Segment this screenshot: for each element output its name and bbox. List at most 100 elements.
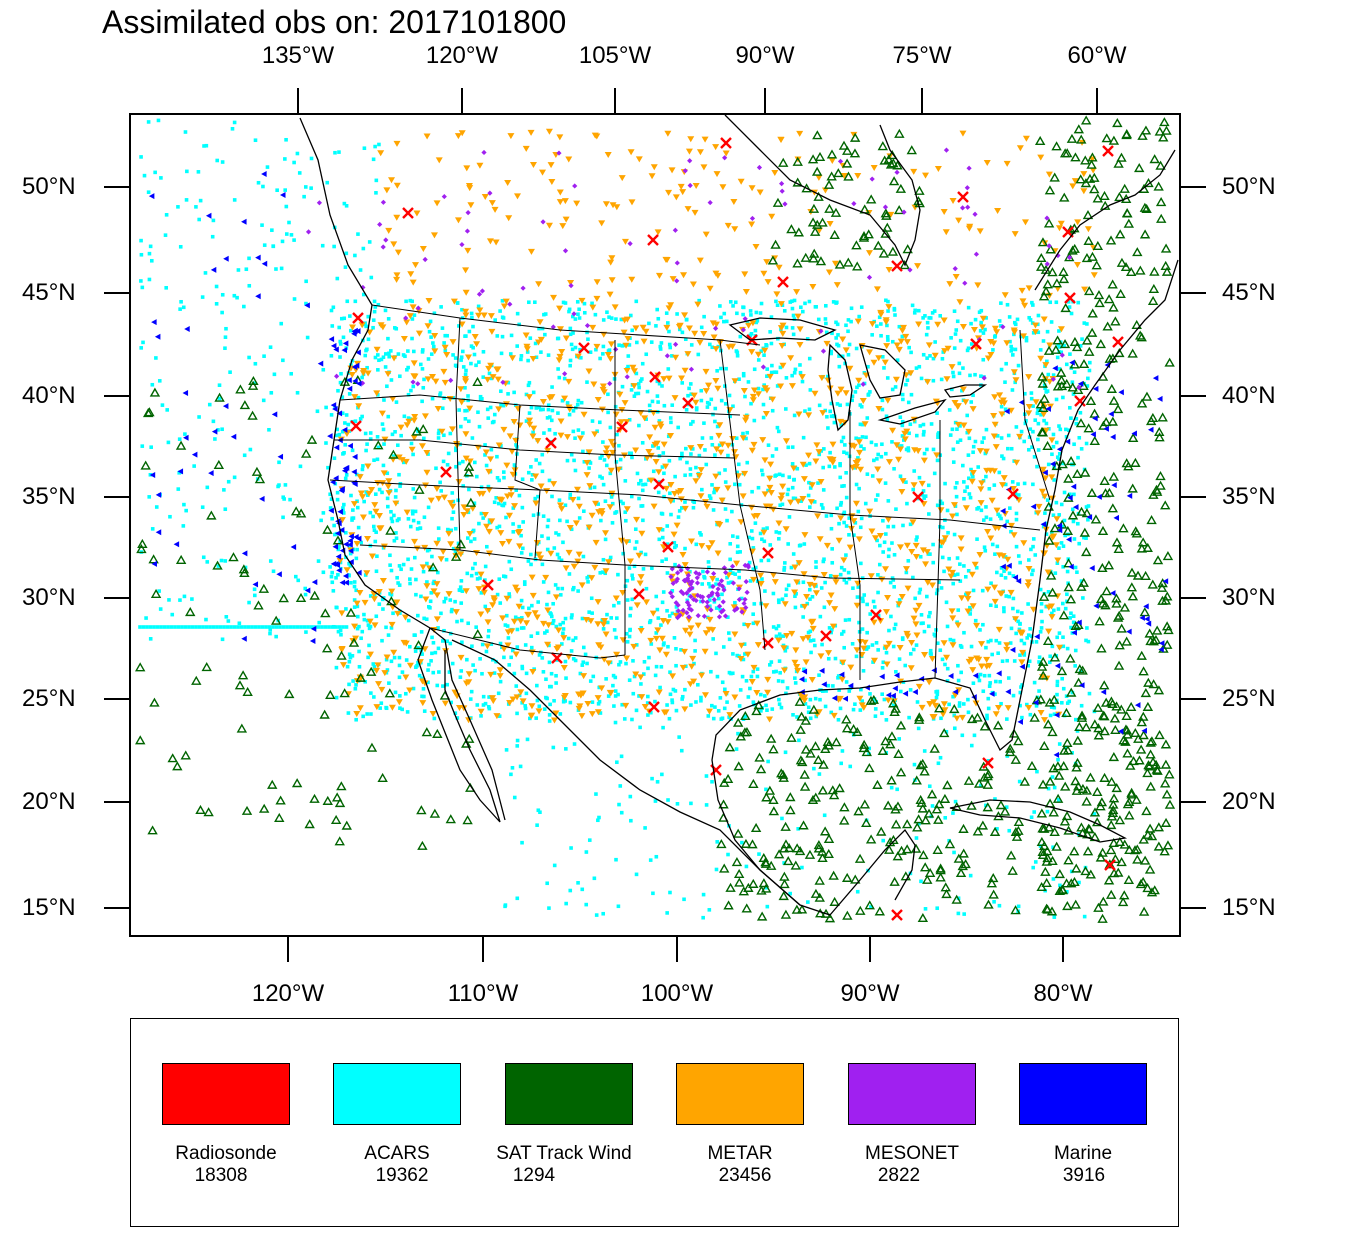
acars-marker	[139, 346, 144, 350]
metar-marker	[679, 189, 687, 196]
metar-marker	[603, 445, 611, 452]
acars-marker	[820, 642, 824, 647]
acars-marker	[657, 419, 662, 423]
sat-track-wind-marker	[1114, 229, 1126, 239]
acars-marker	[818, 614, 823, 619]
acars-marker	[1061, 644, 1066, 649]
metar-marker	[490, 595, 498, 602]
acars-marker	[410, 336, 414, 341]
sat-track-wind-marker	[901, 844, 913, 854]
acars-marker	[169, 625, 174, 629]
acars-marker	[693, 649, 697, 653]
acars-marker	[1046, 589, 1051, 594]
metar-marker	[966, 223, 974, 230]
acars-marker	[597, 685, 602, 690]
acars-marker	[147, 495, 152, 499]
acars-marker	[950, 387, 954, 392]
acars-marker	[849, 319, 853, 324]
acars-marker	[958, 579, 963, 583]
metar-marker	[565, 549, 573, 556]
metar-marker	[1001, 292, 1009, 299]
metar-marker	[698, 543, 706, 550]
acars-marker	[329, 497, 334, 501]
acars-marker	[1035, 464, 1039, 469]
acars-marker	[749, 401, 753, 406]
metar-marker	[1040, 411, 1048, 418]
metar-marker	[1052, 542, 1060, 549]
acars-marker	[261, 398, 266, 403]
metar-marker	[826, 456, 834, 463]
acars-marker	[445, 639, 450, 644]
acars-marker	[149, 258, 154, 263]
metar-marker	[576, 435, 584, 442]
acars-marker	[1007, 571, 1012, 576]
acars-marker	[943, 481, 947, 486]
acars-marker	[847, 342, 852, 347]
acars-marker	[842, 520, 846, 525]
acars-marker	[836, 717, 841, 722]
acars-marker	[964, 574, 968, 579]
acars-marker	[612, 628, 617, 632]
acars-marker	[623, 510, 628, 514]
acars-marker	[178, 307, 182, 311]
acars-marker	[647, 403, 652, 408]
sat-track-wind-marker	[1052, 761, 1064, 771]
acars-marker	[481, 516, 485, 520]
metar-marker	[602, 530, 610, 537]
acars-marker	[470, 644, 474, 649]
acars-marker	[342, 316, 347, 321]
acars-marker	[371, 514, 375, 519]
metar-marker	[750, 664, 758, 671]
metar-marker	[801, 603, 809, 610]
acars-marker	[224, 615, 229, 619]
acars-marker	[683, 473, 687, 478]
acars-marker	[223, 559, 228, 563]
acars-marker	[737, 575, 742, 580]
acars-marker	[1030, 300, 1034, 305]
acars-marker	[139, 279, 143, 283]
acars-marker	[344, 530, 348, 535]
acars-marker	[472, 501, 477, 506]
acars-marker	[1071, 519, 1076, 524]
acars-marker	[768, 663, 772, 667]
acars-marker	[607, 315, 611, 319]
acars-marker	[590, 419, 595, 423]
acars-marker	[677, 509, 682, 513]
acars-marker	[545, 547, 550, 552]
acars-marker	[465, 536, 470, 540]
acars-marker	[1009, 446, 1014, 451]
acars-marker	[446, 527, 450, 532]
metar-marker	[495, 406, 503, 413]
acars-marker	[543, 631, 547, 635]
acars-marker	[352, 584, 357, 589]
sat-track-wind-marker	[1079, 467, 1091, 477]
acars-marker	[529, 634, 534, 638]
acars-marker	[791, 332, 796, 337]
metar-marker	[527, 248, 535, 255]
acars-marker	[645, 389, 650, 394]
acars-marker	[829, 414, 834, 419]
acars-marker	[727, 637, 732, 642]
acars-marker	[605, 620, 610, 625]
acars-marker	[656, 316, 661, 321]
acars-marker	[641, 518, 645, 523]
acars-marker	[394, 326, 399, 331]
acars-marker	[830, 547, 834, 551]
acars-marker	[489, 447, 494, 452]
acars-marker	[1031, 544, 1035, 549]
acars-marker	[654, 631, 659, 635]
acars-marker	[475, 577, 480, 581]
metar-marker	[968, 571, 976, 578]
acars-marker	[954, 328, 959, 332]
metar-marker	[777, 137, 785, 144]
acars-marker	[631, 691, 636, 696]
acars-marker	[292, 625, 296, 629]
acars-marker	[197, 217, 201, 222]
acars-marker	[808, 597, 812, 601]
acars-marker	[887, 547, 891, 552]
metar-marker	[800, 571, 808, 578]
sat-track-wind-marker	[1086, 159, 1097, 169]
acars-marker	[431, 640, 436, 645]
sat-track-wind-marker	[1140, 570, 1151, 580]
sat-track-wind-marker	[864, 900, 875, 910]
